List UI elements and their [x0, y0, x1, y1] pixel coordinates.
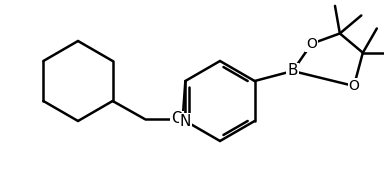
Text: O: O: [170, 112, 183, 127]
Text: O: O: [349, 79, 359, 93]
Text: N: N: [180, 114, 191, 128]
Text: O: O: [306, 37, 317, 51]
Text: B: B: [287, 64, 298, 78]
